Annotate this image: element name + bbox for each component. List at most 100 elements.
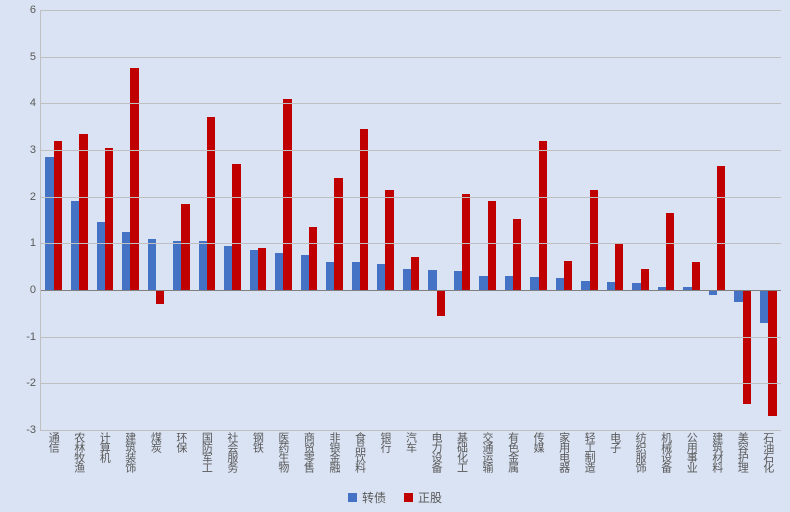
bar [360, 129, 368, 290]
legend-swatch-1 [348, 493, 357, 502]
bar [156, 290, 164, 304]
bar [539, 141, 547, 290]
bar [283, 99, 291, 290]
bar [258, 248, 266, 290]
bar [530, 277, 538, 290]
legend-item-series-2: 正股 [404, 489, 442, 506]
bar [130, 68, 138, 290]
bar [45, 157, 53, 290]
legend-swatch-2 [404, 493, 413, 502]
bar [641, 269, 649, 290]
y-tick-label: 6 [6, 4, 36, 16]
bar [454, 271, 462, 290]
bar [581, 281, 589, 290]
gridline [41, 430, 781, 431]
x-tick-label: 商贸零售 [302, 432, 313, 472]
x-tick-label: 传媒 [532, 432, 543, 452]
bar [590, 190, 598, 290]
bars-layer [41, 10, 781, 430]
x-tick-label: 石油石化 [762, 432, 773, 472]
bar [437, 290, 445, 316]
x-tick-label: 基础化工 [456, 432, 467, 472]
bar [79, 134, 87, 290]
bar [479, 276, 487, 290]
x-tick-label: 国防军工 [200, 432, 211, 472]
gridline [41, 57, 781, 58]
y-tick-label: 3 [6, 144, 36, 156]
legend: 转债 正股 [348, 489, 442, 506]
y-tick-label: -2 [6, 377, 36, 389]
legend-label-1: 转债 [362, 489, 386, 506]
x-tick-label: 汽车 [405, 432, 416, 452]
bar [692, 262, 700, 290]
bar [462, 194, 470, 290]
x-tick-label: 银行 [379, 432, 390, 452]
x-tick-label: 公用事业 [685, 432, 696, 472]
gridline [41, 197, 781, 198]
bar [760, 290, 768, 323]
y-tick-label: 1 [6, 237, 36, 249]
y-tick-label: 5 [6, 51, 36, 63]
bar [199, 241, 207, 290]
plot-area [40, 10, 781, 431]
bar [488, 201, 496, 290]
bar [768, 290, 776, 416]
bar [666, 213, 674, 290]
bar [385, 190, 393, 290]
bar [352, 262, 360, 290]
x-tick-label: 社会服务 [226, 432, 237, 472]
bar [717, 166, 725, 290]
bar [334, 178, 342, 290]
bar [607, 282, 615, 290]
bar [301, 255, 309, 290]
gridline [41, 383, 781, 384]
bar [122, 232, 130, 290]
bar [556, 278, 564, 290]
bar [181, 204, 189, 290]
x-tick-label: 通信 [47, 432, 58, 452]
chart-container: 转债 正股 -3-2-10123456通信农林牧渔计算机建筑装饰煤炭环保国防军工… [0, 0, 790, 512]
y-tick-label: 0 [6, 284, 36, 296]
bar [505, 276, 513, 290]
bar [428, 270, 436, 290]
x-tick-label: 机械设备 [660, 432, 671, 472]
x-tick-label: 非银金融 [328, 432, 339, 472]
x-tick-label: 纺织服饰 [634, 432, 645, 472]
x-tick-label: 家用电器 [558, 432, 569, 472]
gridline [41, 103, 781, 104]
gridline [41, 243, 781, 244]
bar [97, 222, 105, 290]
bar [309, 227, 317, 290]
bar [615, 243, 623, 290]
bar [743, 290, 751, 404]
bar [632, 283, 640, 290]
bar [224, 246, 232, 290]
gridline [41, 10, 781, 11]
bar [403, 269, 411, 290]
x-tick-label: 食品饮料 [353, 432, 364, 472]
x-tick-label: 电力设备 [430, 432, 441, 472]
bar [173, 241, 181, 290]
bar [564, 261, 572, 290]
bar [513, 219, 521, 290]
bar [326, 262, 334, 290]
x-tick-label: 煤炭 [149, 432, 160, 452]
y-tick-label: -1 [6, 331, 36, 343]
x-tick-label: 美容护理 [736, 432, 747, 472]
bar [71, 201, 79, 290]
gridline [41, 150, 781, 151]
bar [105, 148, 113, 290]
y-tick-label: 2 [6, 191, 36, 203]
legend-label-2: 正股 [418, 489, 442, 506]
bar [54, 141, 62, 290]
legend-item-series-1: 转债 [348, 489, 386, 506]
bar [377, 264, 385, 290]
x-tick-label: 交通运输 [481, 432, 492, 472]
bar [148, 239, 156, 290]
zero-line [41, 290, 781, 291]
bar [232, 164, 240, 290]
y-tick-label: 4 [6, 97, 36, 109]
x-tick-label: 建筑装饰 [124, 432, 135, 472]
bar [411, 257, 419, 290]
x-tick-label: 有色金属 [507, 432, 518, 472]
